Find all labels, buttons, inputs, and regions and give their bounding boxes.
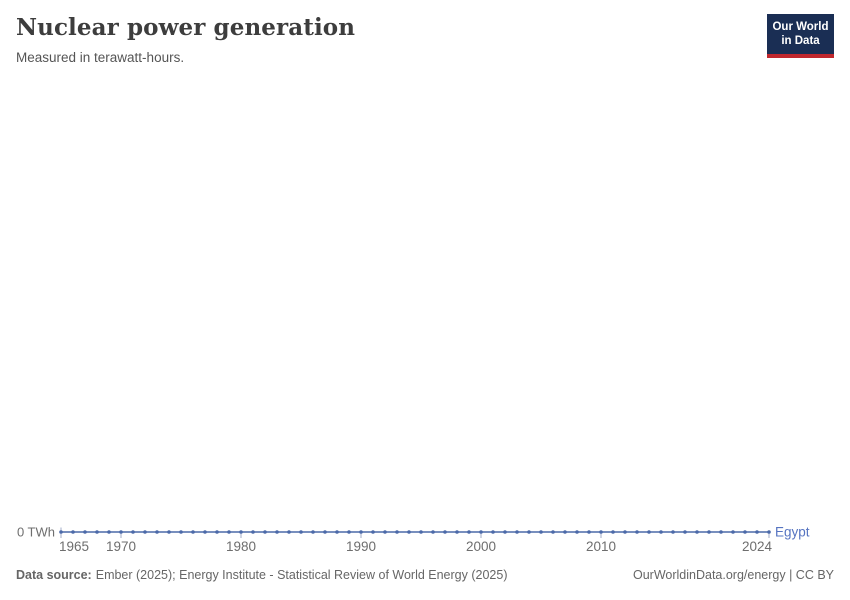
x-tick-label-2000: 2000 [466,539,496,554]
data-point-marker[interactable] [347,530,351,534]
owid-logo[interactable]: Our World in Data [767,14,834,58]
data-point-marker[interactable] [287,530,291,534]
data-point-marker[interactable] [647,530,651,534]
data-point-marker[interactable] [299,530,303,534]
owid-logo-text-line1: Our World [772,20,829,33]
y-axis-label: 0 TWh [17,525,55,540]
data-point-marker[interactable] [59,530,63,534]
data-point-marker[interactable] [599,530,603,534]
data-point-marker[interactable] [671,530,675,534]
data-point-marker[interactable] [455,530,459,534]
data-point-marker[interactable] [719,530,723,534]
data-point-marker[interactable] [311,530,315,534]
data-point-marker[interactable] [95,530,99,534]
data-point-marker[interactable] [263,530,267,534]
owid-logo-text-line2: in Data [781,35,820,47]
data-point-marker[interactable] [683,530,687,534]
data-point-marker[interactable] [215,530,219,534]
data-point-marker[interactable] [143,530,147,534]
x-tick-label-2024: 2024 [742,539,773,554]
data-point-marker[interactable] [551,530,555,534]
data-point-marker[interactable] [227,530,231,534]
data-point-marker[interactable] [407,530,411,534]
chart-header: Nuclear power generation Measured in ter… [16,14,834,65]
data-point-marker[interactable] [191,530,195,534]
data-point-marker[interactable] [383,530,387,534]
data-point-marker[interactable] [179,530,183,534]
data-source-text: Ember (2025); Energy Institute - Statist… [95,568,508,582]
data-point-marker[interactable] [203,530,207,534]
data-point-marker[interactable] [767,530,771,534]
data-point-marker[interactable] [419,530,423,534]
data-point-marker[interactable] [239,530,243,534]
data-point-marker[interactable] [731,530,735,534]
data-point-marker[interactable] [119,530,123,534]
data-point-marker[interactable] [467,530,471,534]
credit-link[interactable]: OurWorldinData.org/energy | CC BY [632,568,834,582]
data-point-marker[interactable] [659,530,663,534]
data-point-marker[interactable] [83,530,87,534]
data-point-marker[interactable] [275,530,279,534]
data-point-marker[interactable] [563,530,567,534]
data-point-marker[interactable] [167,530,171,534]
data-point-marker[interactable] [587,530,591,534]
data-point-marker[interactable] [479,530,483,534]
data-point-marker[interactable] [695,530,699,534]
data-point-marker[interactable] [755,530,759,534]
x-tick-label-1965: 1965 [59,539,89,554]
data-point-marker[interactable] [611,530,615,534]
x-tick-label-1980: 1980 [226,539,256,554]
data-point-marker[interactable] [503,530,507,534]
data-point-marker[interactable] [335,530,339,534]
data-point-marker[interactable] [539,530,543,534]
data-point-marker[interactable] [323,530,327,534]
chart-subtitle: Measured in terawatt-hours. [16,50,185,65]
data-point-marker[interactable] [371,530,375,534]
x-tick-label-2010: 2010 [586,539,616,554]
data-point-marker[interactable] [527,530,531,534]
data-point-marker[interactable] [251,530,255,534]
data-point-marker[interactable] [491,530,495,534]
chart-footer: Data source: Ember (2025); Energy Institu… [16,568,834,582]
series-end-label-egypt[interactable]: Egypt [775,525,810,540]
data-point-marker[interactable] [71,530,75,534]
data-source-note: Data source: Ember (2025); Energy Institu… [16,568,507,582]
data-point-marker[interactable] [155,530,159,534]
data-point-marker[interactable] [131,530,135,534]
data-point-marker[interactable] [359,530,363,534]
data-source-label: Data source: [16,568,92,582]
data-point-marker[interactable] [443,530,447,534]
data-point-marker[interactable] [395,530,399,534]
data-point-marker[interactable] [743,530,747,534]
data-point-marker[interactable] [515,530,519,534]
data-point-marker[interactable] [635,530,639,534]
x-tick-label-1990: 1990 [346,539,376,554]
x-tick-label-1970: 1970 [106,539,136,554]
data-point-marker[interactable] [707,530,711,534]
data-point-marker[interactable] [431,530,435,534]
data-point-marker[interactable] [107,530,111,534]
page-title: Nuclear power generation [16,14,356,41]
data-point-marker[interactable] [623,530,627,534]
data-point-marker[interactable] [575,530,579,534]
